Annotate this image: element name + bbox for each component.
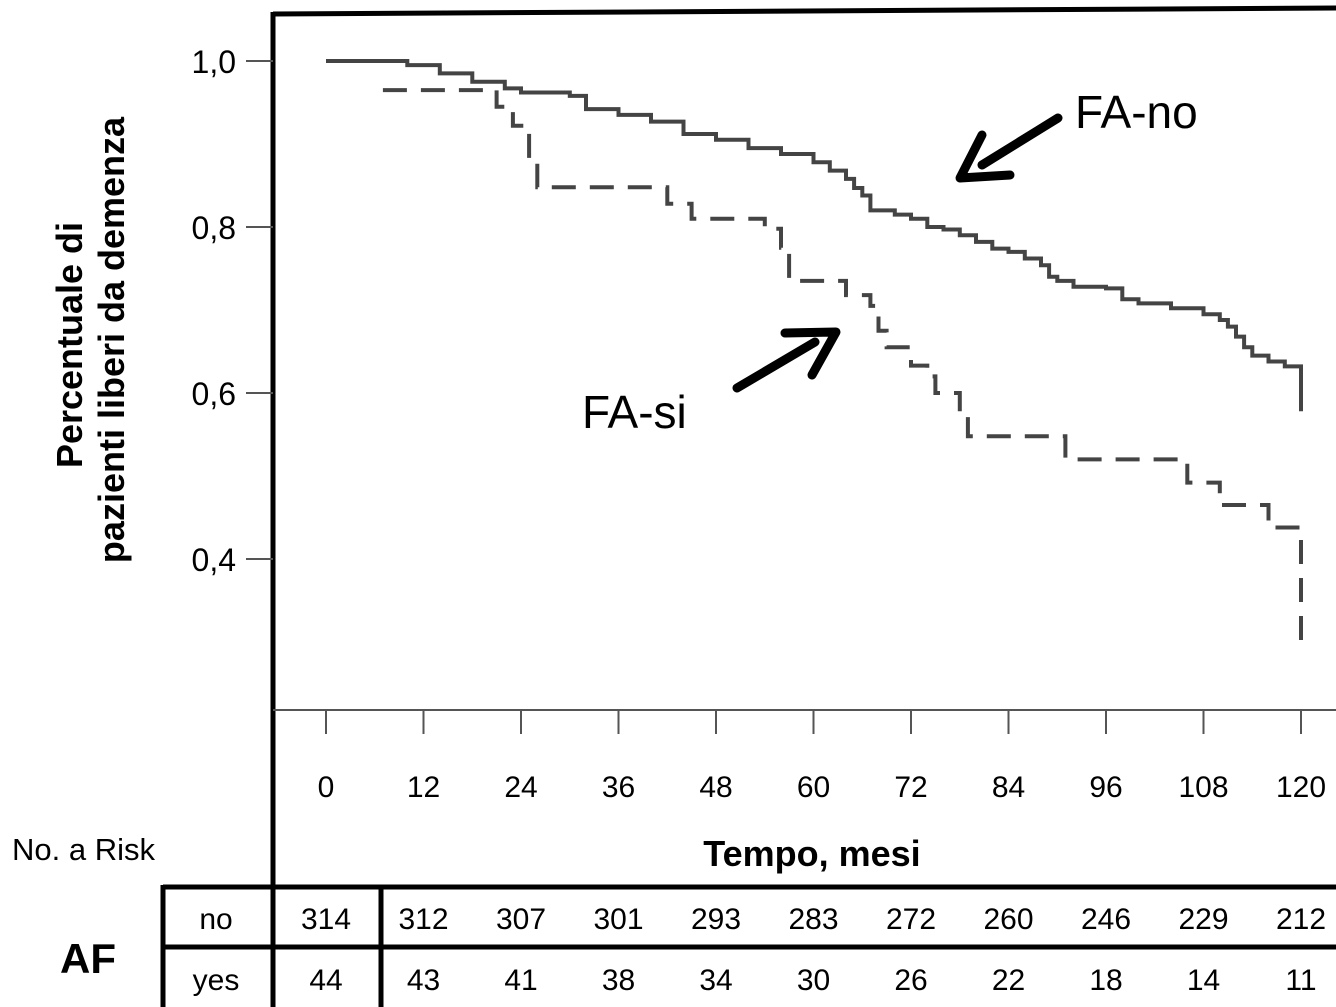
annotation-fa-no-arrow-head (955, 130, 1015, 183)
y-axis-ticks: 1,0 0,8 0,6 0,4 (192, 44, 273, 578)
y-tick-label: 0,6 (192, 376, 236, 412)
annotation-fa-no-label: FA-no (1075, 86, 1198, 138)
y-axis-title: Percentuale di pazienti liberi da demenz… (49, 116, 132, 563)
x-tick-label: 0 (318, 771, 335, 804)
risk-table: AF no yes 314 312 307 301 293 283 272 260 246 229… (60, 884, 1336, 1007)
risk-table-cells: 314 312 307 301 293 283 272 260 246 229 212 44 43 41 3… (301, 903, 1326, 997)
risk-cell-no: 212 (1276, 903, 1326, 936)
risk-cell-yes: 18 (1089, 964, 1122, 997)
annotation-fa-no-arrow-shaft (977, 113, 1063, 170)
risk-cell-no: 312 (398, 903, 448, 936)
x-tick-label: 72 (894, 771, 927, 804)
risk-cell-no: 246 (1081, 903, 1131, 936)
x-tick-label: 12 (407, 771, 440, 804)
x-axis-ticks: 0 12 24 36 48 60 72 84 96 108 120 (318, 710, 1326, 804)
y-axis-title-line-2: pazienti liberi da demenza (91, 116, 132, 563)
risk-cell-no: 293 (691, 903, 741, 936)
annotation-fa-si-label: FA-si (582, 386, 687, 438)
x-tick-label: 120 (1276, 771, 1326, 804)
risk-cell-no: 260 (983, 903, 1033, 936)
plot-frame (270, 5, 1336, 1007)
risk-cell-yes: 41 (504, 964, 537, 997)
x-tick-label: 60 (797, 771, 830, 804)
annotation-fa-si: FA-si (582, 327, 841, 438)
x-tick-label: 36 (602, 771, 635, 804)
risk-cell-yes: 30 (797, 964, 830, 997)
annotation-fa-no: FA-no (955, 86, 1198, 183)
risk-row-label-yes: yes (193, 964, 240, 997)
plot-top-border (272, 5, 1336, 17)
risk-cell-yes: 34 (699, 964, 732, 997)
x-tick-label: 48 (699, 771, 732, 804)
series-layer (326, 59, 1303, 642)
risk-row-label-no: no (199, 903, 232, 936)
risk-cell-yes: 22 (992, 964, 1025, 997)
risk-cell-no: 272 (886, 903, 936, 936)
risk-cell-no: 283 (788, 903, 838, 936)
x-tick-label: 96 (1089, 771, 1122, 804)
risk-cell-yes: 14 (1187, 964, 1220, 997)
x-axis-title: Tempo, mesi (703, 833, 920, 874)
risk-cell-no: 314 (301, 903, 351, 936)
af-group-label: AF (60, 935, 116, 982)
risk-table-title: No. a Risk (12, 832, 155, 867)
y-tick-label: 0,4 (192, 542, 236, 578)
risk-cell-no: 229 (1178, 903, 1228, 936)
x-tick-label: 24 (504, 771, 537, 804)
risk-cell-yes: 44 (309, 964, 342, 997)
x-tick-label: 84 (992, 771, 1025, 804)
risk-cell-yes: 11 (1285, 964, 1316, 997)
y-tick-label: 0,8 (192, 210, 236, 246)
risk-cell-no: 301 (593, 903, 643, 936)
annotation-fa-si-arrow-shaft (732, 337, 820, 393)
x-tick-label: 108 (1178, 771, 1228, 804)
y-tick-label: 1,0 (192, 44, 236, 80)
risk-cell-yes: 43 (407, 964, 440, 997)
risk-cell-no: 307 (496, 903, 546, 936)
annotation-fa-si-arrow-head (780, 327, 841, 380)
risk-cell-yes: 38 (602, 964, 635, 997)
series-line-fa-si (382, 88, 1303, 642)
series-line-fa-no (326, 59, 1303, 412)
risk-cell-yes: 26 (894, 964, 927, 997)
y-axis-title-line-1: Percentuale di (49, 222, 90, 468)
